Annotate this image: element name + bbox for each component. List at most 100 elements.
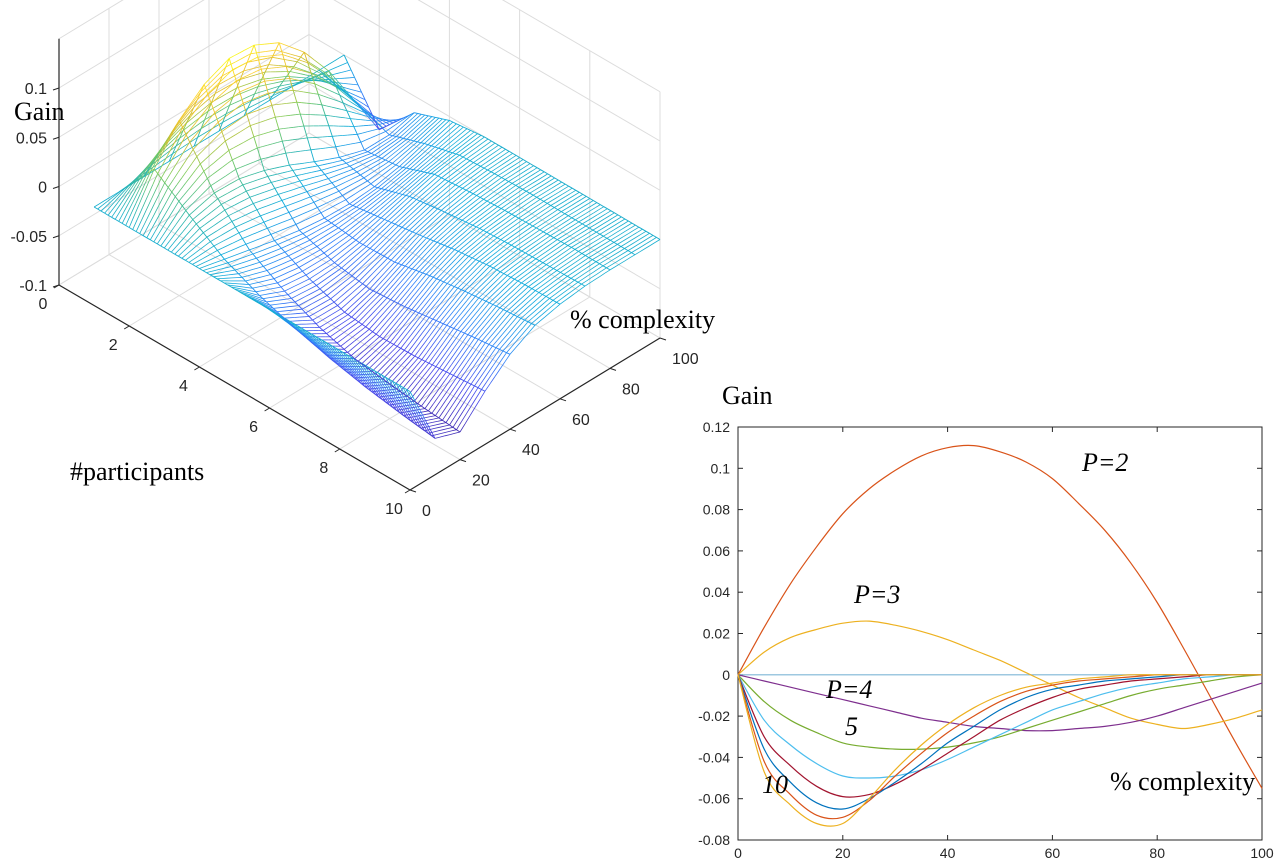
mesh-line-segment <box>232 240 238 244</box>
mesh-line-segment <box>418 216 425 222</box>
mesh-line-segment <box>248 136 254 140</box>
mesh-line-segment <box>237 110 243 115</box>
mesh-line-segment <box>385 208 392 214</box>
mesh-line-segment <box>313 294 319 298</box>
mesh-line-segment <box>256 257 261 263</box>
mesh-line-segment <box>263 131 269 135</box>
mesh-line-segment <box>381 297 388 304</box>
mesh-line-segment <box>290 71 296 73</box>
mesh-line-segment <box>334 221 341 226</box>
mesh-line-segment <box>419 230 425 236</box>
mesh-line-segment <box>485 354 492 363</box>
mesh-line-segment <box>459 164 466 169</box>
mesh-line-segment <box>472 387 479 396</box>
mesh-line-segment <box>511 254 518 259</box>
mesh-line-segment <box>301 251 308 255</box>
mesh-line-segment <box>395 187 401 193</box>
mesh-line-segment <box>575 228 582 233</box>
mesh-line-segment <box>487 304 494 311</box>
mesh-line-segment <box>502 199 508 204</box>
mesh-line-segment <box>147 184 154 197</box>
mesh-line-segment <box>348 230 355 236</box>
mesh-line-segment <box>560 238 567 242</box>
mesh-line-segment <box>217 195 223 200</box>
mesh-line-segment <box>397 154 403 160</box>
mesh-line-segment <box>219 186 225 191</box>
mesh-line-segment <box>427 337 434 345</box>
mesh-line-segment <box>271 67 277 69</box>
mesh-line-segment <box>446 263 452 269</box>
mesh-line-segment <box>483 195 489 200</box>
mesh-line-segment <box>301 306 308 310</box>
mesh-line-segment <box>322 271 329 276</box>
mesh-line-segment <box>446 169 452 175</box>
mesh-line-segment <box>492 284 498 291</box>
mesh-line-segment <box>528 165 534 170</box>
mesh-line-segment <box>342 314 349 319</box>
mesh-line-segment <box>499 223 506 228</box>
mesh-line-segment <box>346 354 351 357</box>
mesh-line-segment <box>471 240 477 246</box>
mesh-line-segment <box>139 170 146 179</box>
mesh-line-segment <box>340 90 347 96</box>
mesh-line-segment <box>273 128 279 132</box>
mesh-line-segment <box>525 218 532 223</box>
mesh-line-segment <box>397 194 403 200</box>
mesh-line-segment <box>337 195 343 199</box>
mesh-line-segment <box>397 374 404 382</box>
mesh-line-segment <box>181 257 186 261</box>
mesh-line-segment <box>360 119 366 121</box>
mesh-line-segment <box>553 264 559 269</box>
mesh-line-segment <box>267 225 273 229</box>
mesh-line-segment <box>416 414 422 417</box>
mesh-line-segment <box>277 295 284 297</box>
mesh-line-segment <box>305 309 311 314</box>
mesh-line-segment <box>220 204 226 211</box>
mesh-line-segment <box>297 233 304 237</box>
mesh-line-segment <box>204 264 210 267</box>
mesh-line-segment <box>599 260 605 265</box>
mesh-line-segment <box>289 82 295 85</box>
mesh-line-segment <box>412 278 419 286</box>
mesh-line-segment <box>355 290 362 296</box>
mesh-line-segment <box>297 286 304 291</box>
mesh-line-segment <box>483 151 489 156</box>
mesh-line-segment <box>474 197 481 202</box>
mesh-line-segment <box>456 306 463 314</box>
mesh-line-segment <box>414 200 421 206</box>
mesh-line-segment <box>249 292 255 295</box>
mesh-line-segment <box>624 257 631 262</box>
mesh-line-segment <box>406 407 412 409</box>
mesh-line-segment <box>352 186 358 190</box>
mesh-line-segment <box>207 174 213 179</box>
mesh-line-segment <box>465 142 472 147</box>
mesh-line-segment <box>540 178 547 183</box>
mesh-line-segment <box>313 93 319 95</box>
mesh-line-segment <box>484 363 490 372</box>
mesh-line-segment <box>558 261 564 266</box>
mesh-line-segment <box>389 383 394 387</box>
mesh-line-segment <box>167 179 174 188</box>
mesh-line-segment <box>182 127 187 135</box>
mesh-line-segment <box>344 307 350 313</box>
mesh-line-segment <box>328 301 335 306</box>
mesh-line-segment <box>174 125 181 133</box>
mesh-line-segment <box>337 317 344 322</box>
mesh-line-segment <box>428 418 434 421</box>
mesh-line-segment <box>401 127 407 133</box>
mesh-line-segment <box>405 179 411 185</box>
mesh-line-segment <box>235 79 241 83</box>
mesh-line-segment <box>590 249 596 253</box>
mesh-line-segment <box>403 133 409 139</box>
mesh-line-segment <box>464 191 470 197</box>
mesh-line-segment <box>222 262 229 265</box>
mesh-line-segment <box>230 248 237 251</box>
mesh-line-segment <box>269 79 275 81</box>
mesh-line-segment <box>275 230 282 233</box>
mesh-line-segment <box>246 294 252 297</box>
mesh-line-segment <box>347 314 352 318</box>
mesh-axes <box>58 38 661 491</box>
mesh-line-segment <box>610 249 617 253</box>
mesh-line-segment <box>357 374 364 383</box>
mesh-line-segment <box>227 284 232 288</box>
